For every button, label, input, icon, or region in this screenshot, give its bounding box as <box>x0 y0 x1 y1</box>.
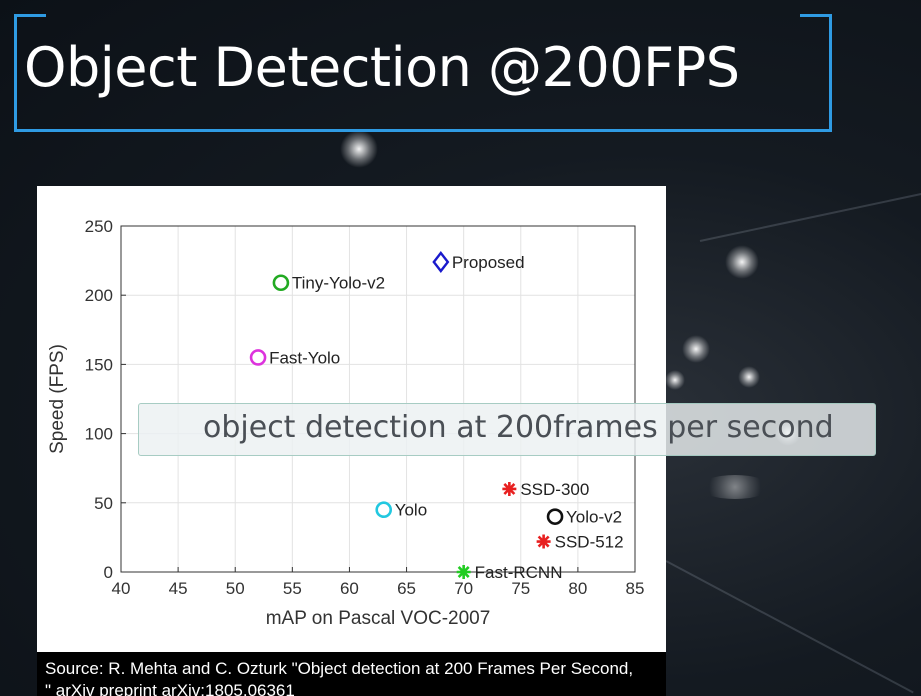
y-tick-label: 50 <box>94 494 113 513</box>
point-ssd-300 <box>502 481 517 496</box>
x-tick-label: 55 <box>283 579 302 598</box>
background-light <box>682 335 710 363</box>
title-bracket-left <box>14 14 24 132</box>
point-label-tiny-yolo-v2: Tiny-Yolo-v2 <box>292 274 385 293</box>
source-citation: Source: R. Mehta and C. Ozturk "Object d… <box>37 652 666 696</box>
point-fast-yolo <box>249 349 267 366</box>
x-tick-label: 70 <box>454 579 473 598</box>
point-label-ssd-300: SSD-300 <box>520 480 589 499</box>
title-frame: Object Detection @200FPS <box>14 14 832 132</box>
y-tick-label: 0 <box>104 563 113 582</box>
title-frame-top-left-bar <box>24 14 46 17</box>
y-tick-label: 100 <box>85 425 113 444</box>
x-tick-label: 45 <box>169 579 188 598</box>
source-line-1: Source: R. Mehta and C. Ozturk "Object d… <box>45 659 634 678</box>
x-tick-label: 80 <box>568 579 587 598</box>
point-tiny-yolo-v2 <box>272 274 290 292</box>
x-tick-label: 60 <box>340 579 359 598</box>
background-light <box>700 475 770 499</box>
point-yolo-v2 <box>546 508 564 525</box>
title-frame-top-right-bar <box>800 14 822 17</box>
y-axis-label: Speed (FPS) <box>47 344 68 454</box>
y-tick-label: 200 <box>85 286 113 305</box>
title-frame-bottom-bar <box>24 129 822 132</box>
subtitle-caption: object detection at 200frames per second <box>138 403 876 456</box>
source-line-2: " arXiv preprint arXiv:1805.06361 <box>45 681 295 696</box>
point-label-yolo-v2: Yolo-v2 <box>566 508 622 527</box>
x-axis-label: mAP on Pascal VOC-2007 <box>266 608 491 629</box>
point-label-yolo: Yolo <box>395 501 427 520</box>
background-streak <box>699 190 921 242</box>
subtitle-caption-text: object detection at 200frames per second <box>203 410 834 445</box>
x-tick-label: 50 <box>226 579 245 598</box>
title-bracket-right <box>822 14 832 132</box>
y-tick-label: 150 <box>85 355 113 374</box>
y-tick-label: 250 <box>85 217 113 236</box>
background-light <box>340 130 378 168</box>
background-streak <box>665 560 914 694</box>
point-yolo <box>375 501 393 519</box>
point-ssd-512 <box>536 534 551 549</box>
point-label-fast-rcnn: Fast-RCNN <box>475 563 563 582</box>
scatter-chart: 40 45 50 55 60 65 70 75 80 85 0 50 100 150 200 250 mAP o… <box>47 217 645 629</box>
background-light <box>725 245 759 279</box>
plot-frame <box>120 225 636 573</box>
point-label-proposed: Proposed <box>452 253 525 272</box>
x-tick-label: 40 <box>112 579 131 598</box>
point-fast-rcnn <box>456 565 471 579</box>
point-label-fast-yolo: Fast-Yolo <box>269 348 340 367</box>
x-tick-label: 65 <box>397 579 416 598</box>
x-tick-label: 75 <box>511 579 530 598</box>
background-light <box>665 370 685 390</box>
x-tick-label: 85 <box>626 579 645 598</box>
page-title: Object Detection @200FPS <box>24 36 740 99</box>
background-light <box>738 366 760 388</box>
point-label-ssd-512: SSD-512 <box>555 533 624 552</box>
point-proposed <box>432 251 450 273</box>
